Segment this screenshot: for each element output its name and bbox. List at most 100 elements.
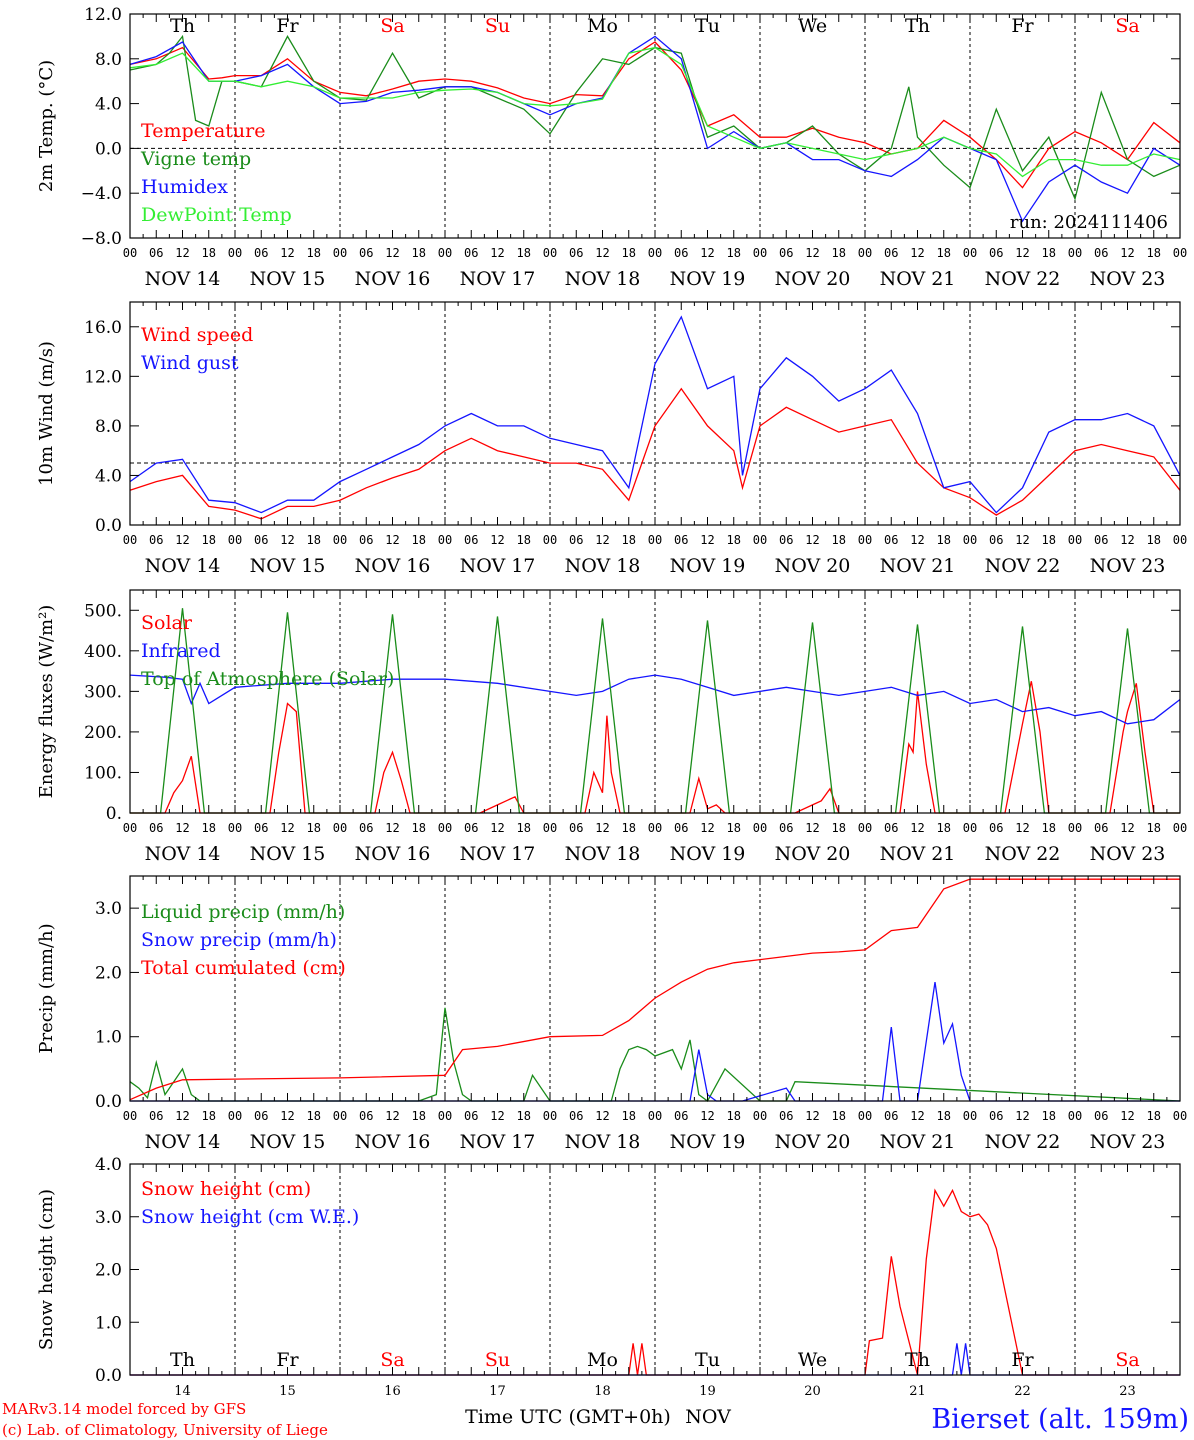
day-of-week-label: Fr (1011, 15, 1034, 37)
hour-tick-label: 06 (989, 821, 1003, 835)
hour-tick-label: 00 (963, 246, 977, 260)
hour-tick-label: 00 (753, 533, 767, 547)
hour-tick-label: 12 (385, 533, 399, 547)
date-label: NOV 19 (670, 268, 746, 290)
hour-tick-label: 06 (254, 821, 268, 835)
hour-tick-label: 18 (517, 1109, 531, 1123)
day-of-week-label: Th (905, 15, 930, 37)
day-number-label: 17 (489, 1384, 506, 1399)
hour-tick-label: 18 (517, 821, 531, 835)
hour-tick-label: 18 (727, 1109, 741, 1123)
hour-tick-label: 00 (858, 1109, 872, 1123)
hour-tick-label: 00 (333, 533, 347, 547)
series-line-1 (129, 315, 1181, 514)
hour-tick-label: 12 (1120, 246, 1134, 260)
hour-tick-label: 18 (832, 821, 846, 835)
hour-tick-label: 06 (359, 821, 373, 835)
day-number-label: 21 (909, 1384, 926, 1399)
series-line-2 (129, 35, 1181, 223)
hour-tick-label: 18 (1042, 1109, 1056, 1123)
hour-tick-label: 12 (805, 821, 819, 835)
legend-entry: Liquid precip (mm/h) (141, 901, 345, 923)
date-label: NOV 16 (355, 843, 431, 865)
hour-tick-label: 18 (202, 246, 216, 260)
hour-tick-label: 12 (280, 246, 294, 260)
hour-tick-label: 06 (674, 1109, 688, 1123)
y-tick-label: 300. (84, 682, 122, 702)
hour-tick-label: 12 (280, 821, 294, 835)
hour-tick-label: 00 (648, 821, 662, 835)
hour-tick-label: 12 (490, 821, 504, 835)
hour-tick-label: 06 (989, 1109, 1003, 1123)
hour-tick-label: 06 (989, 246, 1003, 260)
hour-tick-label: 12 (700, 821, 714, 835)
x-axis-label: Time UTC (GMT+0h) (465, 1406, 671, 1428)
hour-tick-label: 06 (254, 1109, 268, 1123)
y-tick-label: 16.0 (84, 318, 122, 338)
plot-frame (129, 301, 1181, 526)
legend-entry: Total cumulated (cm) (141, 957, 346, 979)
hour-tick-label: 00 (333, 1109, 347, 1123)
hour-tick-label: 12 (700, 246, 714, 260)
hour-tick-label: 00 (753, 1109, 767, 1123)
y-axis-label: 2m Temp. (°C) (36, 60, 57, 192)
date-label: NOV 23 (1090, 843, 1166, 865)
hour-tick-label: 00 (1173, 821, 1187, 835)
hour-tick-label: 06 (359, 1109, 373, 1123)
hour-tick-label: 18 (1147, 246, 1161, 260)
y-tick-label: 2.0 (95, 1261, 122, 1281)
hour-tick-label: 00 (648, 1109, 662, 1123)
legend-entry: Top of Atmosphere (Solar) (141, 668, 394, 690)
plot-frame (129, 589, 1181, 814)
hour-tick-label: 00 (543, 821, 557, 835)
month-label: NOV (685, 1406, 731, 1428)
date-label: NOV 18 (565, 268, 641, 290)
hour-tick-label: 00 (963, 533, 977, 547)
y-tick-label: 4.0 (95, 1155, 122, 1175)
hour-tick-label: 12 (385, 1109, 399, 1123)
day-of-week-label: Su (485, 1349, 510, 1371)
date-label: NOV 15 (250, 1131, 326, 1153)
date-label: NOV 16 (355, 268, 431, 290)
hour-tick-label: 06 (149, 533, 163, 547)
hour-tick-label: 06 (779, 1109, 793, 1123)
hour-tick-label: 18 (412, 533, 426, 547)
hour-tick-label: 00 (438, 533, 452, 547)
date-label: NOV 18 (565, 843, 641, 865)
hour-tick-label: 12 (700, 1109, 714, 1123)
hour-tick-label: 18 (1147, 821, 1161, 835)
hour-tick-label: 12 (175, 246, 189, 260)
hour-tick-label: 06 (149, 821, 163, 835)
model-credit: MARv3.14 model forced by GFS (2, 1400, 246, 1418)
hour-tick-label: 12 (1015, 246, 1029, 260)
day-of-week-label: Fr (276, 15, 299, 37)
day-number-label: 23 (1119, 1384, 1136, 1399)
day-number-label: 16 (384, 1384, 401, 1399)
day-of-week-label: Fr (276, 1349, 299, 1371)
date-label: NOV 17 (460, 268, 536, 290)
y-axis-label: Precip (mm/h) (36, 923, 57, 1053)
hour-tick-label: 06 (149, 1109, 163, 1123)
date-label: NOV 22 (985, 268, 1061, 290)
hour-tick-label: 18 (937, 533, 951, 547)
hour-tick-label: 00 (543, 533, 557, 547)
hour-tick-label: 00 (963, 1109, 977, 1123)
day-number-label: 20 (804, 1384, 821, 1399)
hour-tick-label: 12 (595, 533, 609, 547)
panel-2: 00 06 12 18 NOV 14 00 06 12 18 NOV 15 00 06 12 18 NOV … (36, 589, 1187, 865)
y-tick-label: 0. (106, 804, 122, 824)
hour-tick-label: 00 (228, 821, 242, 835)
hour-tick-label: 18 (517, 533, 531, 547)
hour-tick-label: 06 (254, 246, 268, 260)
date-label: NOV 14 (145, 843, 221, 865)
day-of-week-label: Tu (695, 15, 720, 37)
day-of-week-label: Mo (587, 15, 618, 37)
hour-tick-label: 18 (832, 533, 846, 547)
panel-1: 00 06 12 18 NOV 14 00 06 12 18 NOV 15 00 06 12 18 NOV … (36, 301, 1187, 577)
hour-tick-label: 06 (779, 246, 793, 260)
hour-tick-label: 00 (438, 1109, 452, 1123)
date-label: NOV 19 (670, 843, 746, 865)
day-of-week-label: Th (170, 15, 195, 37)
date-label: NOV 19 (670, 1131, 746, 1153)
legend-entry: Snow precip (mm/h) (141, 929, 337, 951)
